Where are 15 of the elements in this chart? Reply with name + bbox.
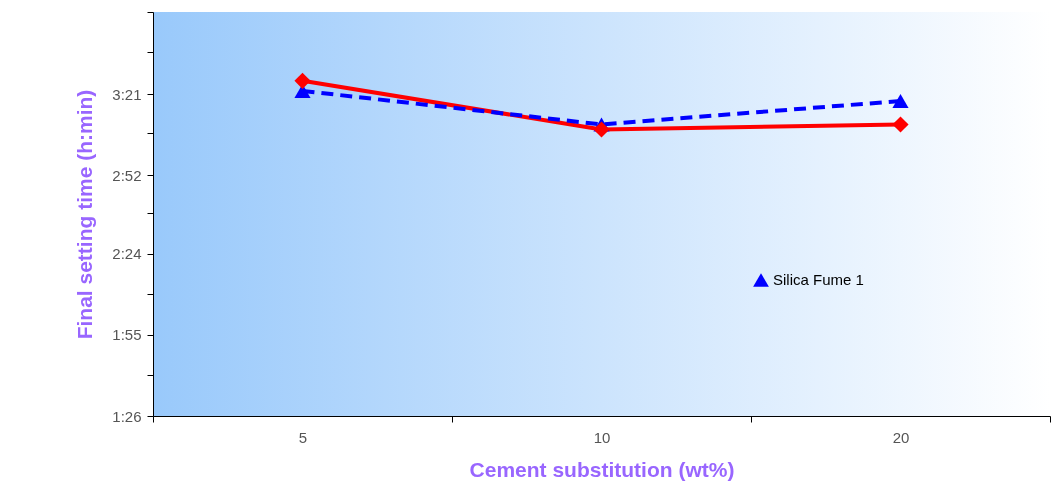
y-tick-label: 2:52 xyxy=(112,166,142,184)
point xyxy=(892,116,909,133)
y-tick-label: 1:55 xyxy=(112,326,142,344)
y-axis-title: Final setting time (h:min) xyxy=(73,89,97,340)
x-axis-title: Cement substitution (wt%) xyxy=(469,457,735,481)
y-tick-label: 1:26 xyxy=(112,407,142,425)
x-tick-label: 5 xyxy=(298,428,308,446)
y-tick-label: 3:21 xyxy=(112,85,142,103)
x-tick-label: 10 xyxy=(593,428,611,446)
point xyxy=(593,121,610,138)
x-tick-label: 20 xyxy=(892,428,910,446)
legend-label: Silica Fume 1 xyxy=(773,271,864,288)
point xyxy=(892,93,909,108)
y-tick-label: 2:24 xyxy=(112,245,142,263)
point xyxy=(294,72,311,89)
